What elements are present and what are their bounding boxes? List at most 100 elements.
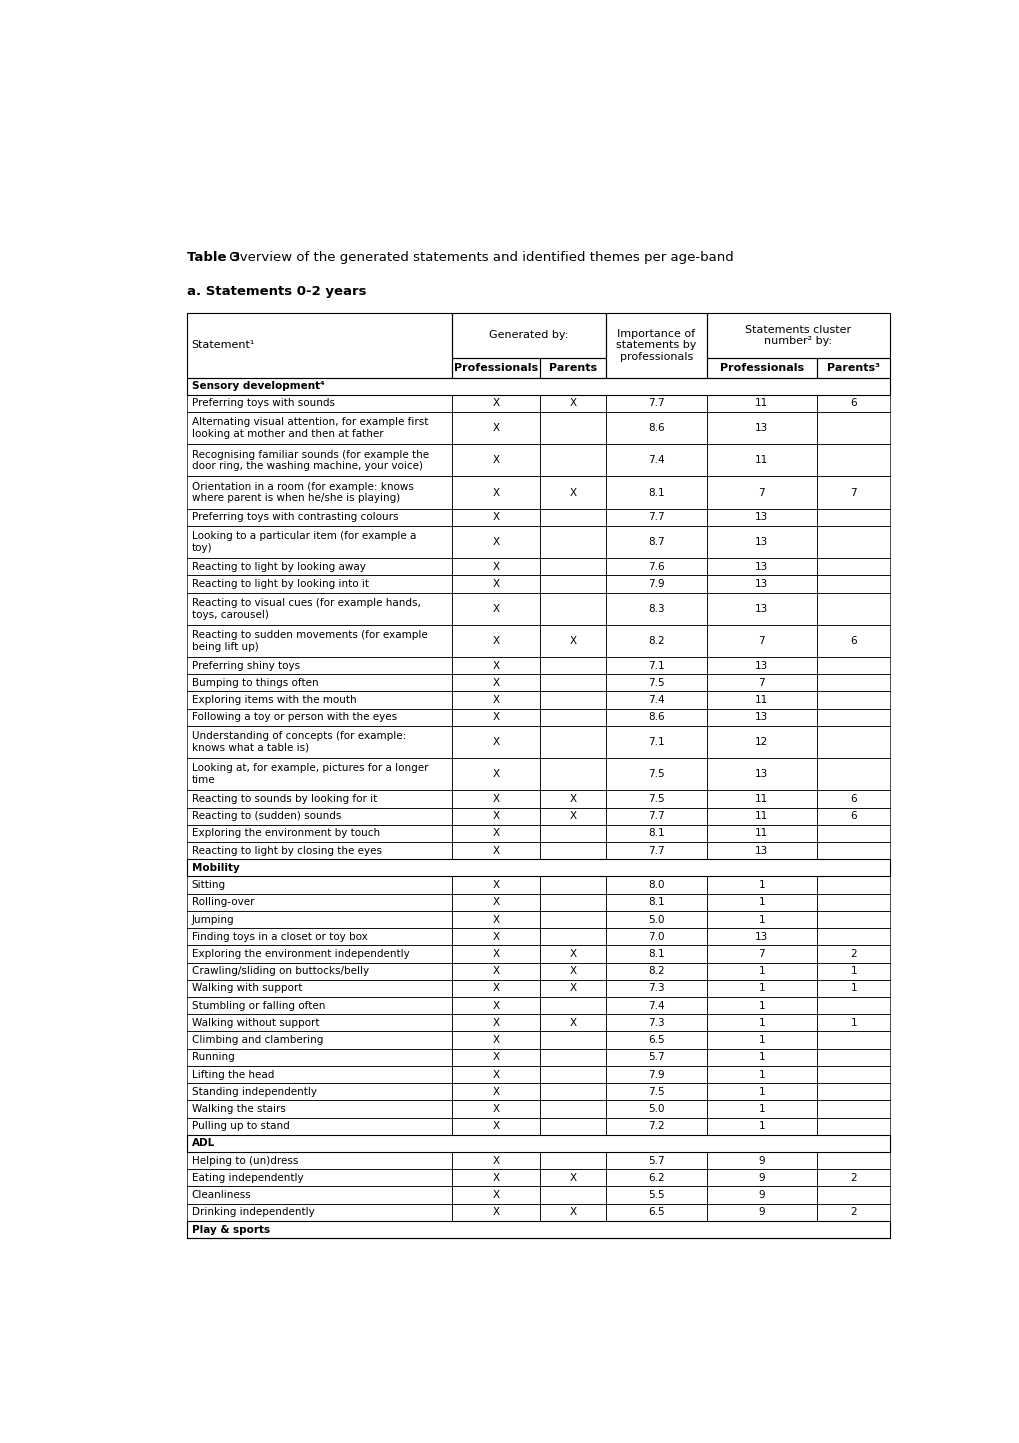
Text: 6: 6 [850, 811, 856, 821]
Bar [816, 1014, 890, 1032]
Bar [816, 593, 890, 625]
Bar [451, 1169, 539, 1186]
Bar [706, 791, 816, 808]
Text: 5.7: 5.7 [647, 1052, 663, 1062]
Bar [186, 691, 451, 709]
Text: 8.1: 8.1 [647, 488, 663, 498]
Text: 7.7: 7.7 [647, 846, 663, 856]
Bar [539, 911, 605, 928]
Text: 7.7: 7.7 [647, 512, 663, 522]
Text: X: X [492, 488, 499, 498]
Bar [451, 1084, 539, 1101]
Text: X: X [492, 696, 499, 706]
Bar [706, 576, 816, 593]
Text: Mobility: Mobility [192, 863, 239, 873]
Bar [451, 1101, 539, 1118]
Text: 1: 1 [758, 898, 764, 908]
Bar [706, 1101, 816, 1118]
Text: 7.4: 7.4 [647, 696, 663, 706]
Bar [539, 1101, 605, 1118]
Bar [816, 625, 890, 657]
Bar [816, 444, 890, 476]
Bar [706, 1032, 816, 1049]
Text: Parents: Parents [548, 362, 596, 372]
Bar [706, 674, 816, 691]
Bar [605, 843, 706, 859]
Text: 7: 7 [758, 636, 764, 646]
Text: Generated by:: Generated by: [489, 330, 568, 341]
Text: 7.4: 7.4 [647, 1000, 663, 1010]
Bar [539, 525, 605, 558]
Bar [816, 1118, 890, 1134]
Text: 8.0: 8.0 [647, 880, 663, 890]
Bar [451, 525, 539, 558]
Bar [706, 808, 816, 825]
Text: Climbing and clambering: Climbing and clambering [192, 1035, 323, 1045]
Text: 11: 11 [754, 398, 767, 408]
Bar [186, 558, 451, 576]
Bar [706, 1084, 816, 1101]
Bar [605, 1152, 706, 1169]
Bar [539, 791, 605, 808]
Bar [451, 758, 539, 791]
Bar [451, 395, 539, 413]
Bar [539, 576, 605, 593]
Text: 11: 11 [754, 794, 767, 804]
Text: 1: 1 [850, 984, 856, 993]
Bar [451, 843, 539, 859]
Text: 7.1: 7.1 [647, 661, 663, 671]
Bar [605, 576, 706, 593]
Text: 11: 11 [754, 811, 767, 821]
Text: 1: 1 [758, 984, 764, 993]
Bar [539, 758, 605, 791]
Bar [186, 911, 451, 928]
Text: X: X [569, 398, 576, 408]
Bar [451, 576, 539, 593]
Text: Running: Running [192, 1052, 234, 1062]
Text: Exploring the environment by touch: Exploring the environment by touch [192, 828, 379, 838]
Bar [706, 709, 816, 726]
Text: Exploring items with the mouth: Exploring items with the mouth [192, 696, 356, 706]
Bar [605, 726, 706, 758]
Text: X: X [569, 984, 576, 993]
Text: X: X [569, 1173, 576, 1183]
Text: X: X [569, 794, 576, 804]
Bar [605, 1014, 706, 1032]
Text: 11: 11 [754, 696, 767, 706]
Text: 13: 13 [754, 561, 767, 571]
Text: X: X [492, 1121, 499, 1131]
Bar [539, 843, 605, 859]
Text: X: X [492, 1190, 499, 1201]
Text: X: X [569, 811, 576, 821]
Bar [706, 691, 816, 709]
Text: X: X [492, 1069, 499, 1079]
Text: Stumbling or falling often: Stumbling or falling often [192, 1000, 325, 1010]
Bar [451, 657, 539, 674]
Bar [186, 378, 890, 395]
Bar [706, 997, 816, 1014]
Bar [451, 1066, 539, 1084]
Text: X: X [492, 737, 499, 747]
Bar [186, 1066, 451, 1084]
Text: 1: 1 [758, 1000, 764, 1010]
Text: 6: 6 [850, 398, 856, 408]
Bar [605, 1049, 706, 1066]
Bar [186, 674, 451, 691]
Bar [816, 1186, 890, 1203]
Text: 11: 11 [754, 456, 767, 466]
Bar [539, 395, 605, 413]
Bar [186, 1134, 890, 1152]
Bar [539, 1049, 605, 1066]
Text: Walking the stairs: Walking the stairs [192, 1104, 285, 1114]
Bar [816, 1084, 890, 1101]
Bar [539, 808, 605, 825]
Bar [451, 962, 539, 980]
Text: Preferring toys with contrasting colours: Preferring toys with contrasting colours [192, 512, 397, 522]
Text: 8.7: 8.7 [647, 537, 663, 547]
Bar [186, 625, 451, 657]
Bar [706, 525, 816, 558]
Bar [816, 962, 890, 980]
Text: X: X [492, 880, 499, 890]
Bar [451, 476, 539, 509]
Bar [706, 1014, 816, 1032]
